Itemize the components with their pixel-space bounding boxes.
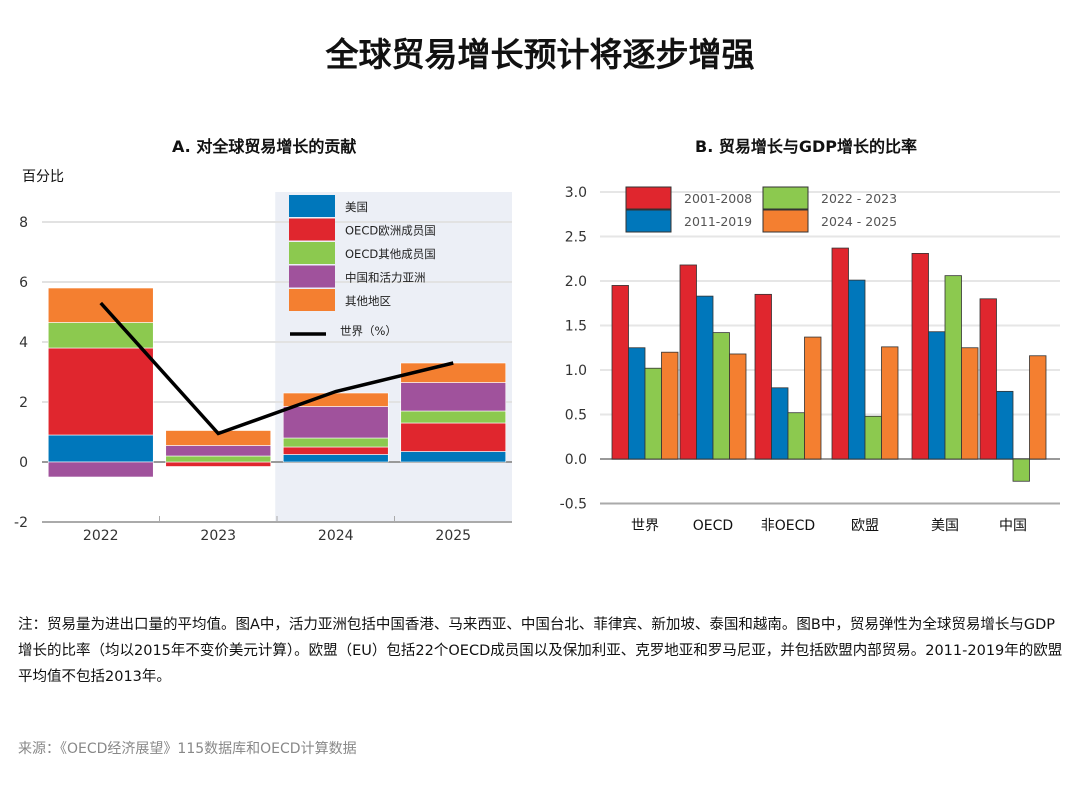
- x-tick-label: OECD: [693, 518, 733, 534]
- legend-label: 世界（%）: [340, 324, 397, 338]
- x-tick-label: 欧盟: [851, 518, 879, 534]
- y-tick-label: 0.0: [565, 452, 587, 468]
- legend-swatch: [289, 289, 335, 311]
- legend-swatch: [625, 186, 672, 210]
- bar-segment: [400, 382, 507, 412]
- legend-swatch: [762, 209, 809, 233]
- y-tick-label: 3.0: [565, 185, 587, 201]
- bar: [804, 336, 822, 460]
- bar: [1029, 355, 1047, 460]
- bar-segment: [282, 437, 389, 448]
- y-tick-label: 2: [19, 395, 28, 411]
- bar: [944, 275, 962, 460]
- bar-segment: [165, 445, 272, 457]
- bar: [712, 332, 730, 460]
- legend-label: 其他地区: [345, 294, 391, 308]
- x-tick-label: 2024: [318, 528, 354, 544]
- bar-segment: [47, 461, 154, 478]
- bar-segment: [400, 422, 507, 452]
- x-tick-label: 美国: [931, 518, 959, 534]
- legend-label: OECD欧洲成员国: [345, 224, 436, 238]
- y-tick-label: 2.5: [565, 230, 587, 246]
- bar-segment: [165, 430, 272, 446]
- legend-swatch: [762, 186, 809, 210]
- bar: [996, 390, 1014, 460]
- x-tick-label: 中国: [999, 518, 1027, 534]
- legend-label: OECD其他成员国: [345, 247, 436, 261]
- x-tick-label: 2022: [83, 528, 119, 544]
- bar: [771, 387, 789, 460]
- legend-swatch: [625, 209, 672, 233]
- y-tick-label: 1.5: [565, 319, 587, 335]
- bar: [831, 247, 849, 460]
- bar-segment: [282, 406, 389, 439]
- source: 来源：《OECD经济展望》115数据库和OECD计算数据: [18, 741, 357, 757]
- bar: [881, 346, 899, 460]
- bar: [979, 298, 997, 460]
- bar: [864, 415, 882, 460]
- bar: [628, 347, 646, 460]
- bar: [696, 295, 714, 460]
- bar-segment: [400, 451, 507, 463]
- bar: [679, 264, 697, 460]
- legend-swatch: [289, 218, 335, 241]
- y-tick-label: -2: [14, 515, 28, 531]
- chart-b-title: B. 贸易增长与GDP增长的比率: [695, 137, 917, 156]
- bar: [661, 351, 679, 460]
- y-tick-label: 4: [19, 335, 28, 351]
- forecast-shading: [275, 192, 512, 522]
- bar: [611, 285, 629, 460]
- bar: [787, 412, 805, 460]
- y-tick-label: 0.5: [565, 408, 587, 424]
- legend-swatch: [289, 242, 335, 264]
- bar-segment: [47, 434, 154, 463]
- bar-segment: [165, 455, 272, 463]
- bar: [911, 253, 929, 460]
- legend-label: 中国和活力亚洲: [345, 271, 426, 285]
- main-title: 全球贸易增长预计将逐步增强: [325, 35, 755, 74]
- x-tick-label: 2023: [200, 528, 236, 544]
- bar: [928, 331, 946, 460]
- y-tick-label: -0.5: [560, 497, 587, 513]
- x-tick-label: 世界: [631, 518, 659, 534]
- legend-label: 2022 - 2023: [821, 191, 897, 206]
- y-tick-label: 0: [19, 455, 28, 471]
- x-tick-label: 非OECD: [761, 518, 815, 534]
- legend-label: 2024 - 2025: [821, 214, 897, 229]
- footnote: 注：贸易量为进出口量的平均值。图A中，活力亚洲包括中国香港、马来西亚、中国台北、…: [18, 617, 1063, 685]
- bar-segment: [165, 461, 272, 467]
- bar: [754, 293, 772, 460]
- bar: [1012, 458, 1030, 482]
- bar: [644, 367, 662, 460]
- legend-swatch: [289, 195, 335, 217]
- legend-label: 2011-2019: [684, 214, 752, 229]
- bar: [848, 279, 866, 460]
- legend-swatch: [289, 265, 335, 288]
- bar-segment: [282, 446, 389, 455]
- bar: [961, 347, 979, 460]
- y-tick-label: 2.0: [565, 274, 587, 290]
- chart-a-title: A. 对全球贸易增长的贡献: [172, 137, 357, 156]
- chart-a-y-label: 百分比: [22, 169, 64, 185]
- bar: [729, 353, 747, 460]
- x-tick-label: 2025: [435, 528, 471, 544]
- y-tick-label: 1.0: [565, 363, 587, 379]
- y-tick-label: 6: [19, 275, 28, 291]
- y-tick-label: 8: [19, 215, 28, 231]
- legend-label: 美国: [345, 200, 368, 214]
- legend-label: 2001-2008: [684, 191, 752, 206]
- bar-segment: [47, 347, 154, 436]
- bar-segment: [282, 454, 389, 463]
- bar-segment: [400, 410, 507, 424]
- world-line: [99, 301, 454, 436]
